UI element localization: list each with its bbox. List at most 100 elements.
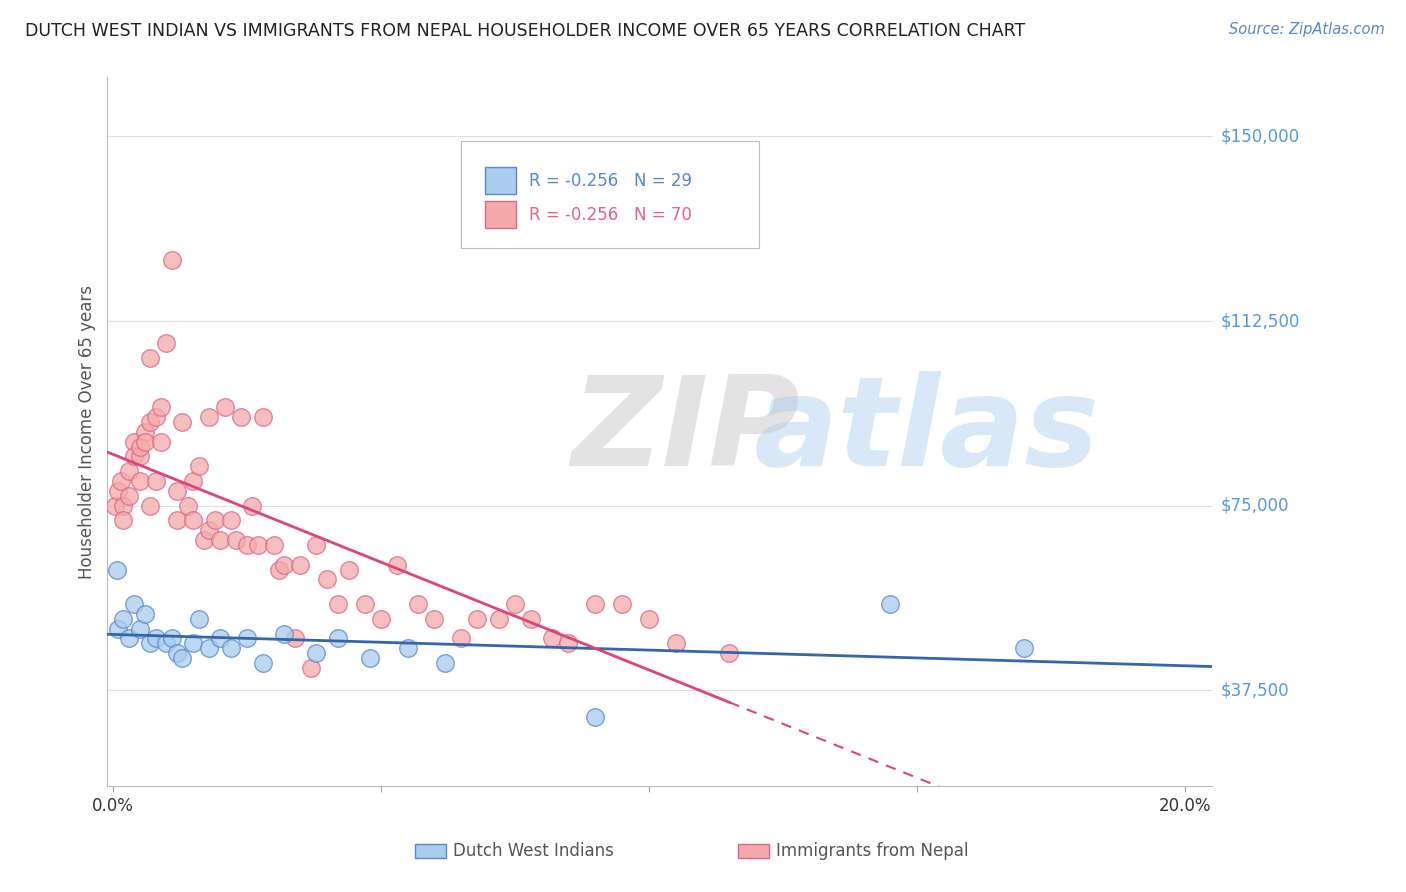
Point: [208, 533, 231, 547]
Point: [520, 612, 543, 626]
Point: [134, 434, 156, 449]
Point: [263, 538, 285, 552]
Point: [326, 632, 349, 646]
Point: [112, 513, 135, 527]
Point: [557, 636, 579, 650]
Point: [305, 646, 328, 660]
Point: [155, 336, 177, 351]
Point: [219, 513, 242, 527]
Point: [181, 636, 204, 650]
Point: [385, 558, 408, 572]
Point: [246, 538, 269, 552]
Point: [150, 434, 173, 449]
Point: [139, 636, 162, 650]
Text: $37,500: $37,500: [1220, 681, 1289, 699]
Point: [284, 632, 307, 646]
Bar: [485, 167, 516, 194]
Point: [181, 474, 204, 488]
Point: [145, 474, 167, 488]
Point: [160, 632, 183, 646]
Point: [198, 641, 221, 656]
Point: [150, 400, 173, 414]
Point: [172, 415, 194, 429]
Point: [240, 499, 263, 513]
Text: Immigrants from Nepal: Immigrants from Nepal: [776, 842, 969, 860]
Point: [118, 464, 141, 478]
Point: [128, 474, 150, 488]
Point: [408, 597, 430, 611]
Text: $75,000: $75,000: [1220, 497, 1289, 515]
Point: [718, 646, 741, 660]
Point: [273, 626, 295, 640]
Point: [252, 410, 274, 425]
Point: [118, 489, 141, 503]
Point: [122, 434, 145, 449]
FancyBboxPatch shape: [461, 141, 759, 247]
Bar: [485, 202, 516, 228]
Y-axis label: Householder Income Over 65 years: Householder Income Over 65 years: [79, 285, 96, 579]
Point: [105, 563, 128, 577]
Point: [610, 597, 633, 611]
Point: [134, 607, 156, 621]
Point: [104, 499, 127, 513]
Point: [879, 597, 901, 611]
Text: R = -0.256   N = 70: R = -0.256 N = 70: [529, 206, 692, 224]
Point: [107, 622, 129, 636]
Point: [139, 499, 162, 513]
Point: [122, 597, 145, 611]
Point: [208, 632, 231, 646]
Point: [193, 533, 215, 547]
Point: [231, 410, 253, 425]
Point: [122, 450, 145, 464]
Point: [467, 612, 489, 626]
Point: [139, 415, 162, 429]
Point: [139, 351, 162, 365]
Point: [128, 440, 150, 454]
Point: [423, 612, 446, 626]
Point: [112, 499, 135, 513]
Point: [128, 450, 150, 464]
Point: [166, 646, 188, 660]
Point: [638, 612, 661, 626]
Text: Source: ZipAtlas.com: Source: ZipAtlas.com: [1229, 22, 1385, 37]
Point: [305, 538, 328, 552]
Point: [225, 533, 247, 547]
Point: [110, 474, 132, 488]
Point: [198, 410, 221, 425]
Point: [187, 459, 209, 474]
Text: R = -0.256   N = 29: R = -0.256 N = 29: [529, 171, 692, 190]
Text: DUTCH WEST INDIAN VS IMMIGRANTS FROM NEPAL HOUSEHOLDER INCOME OVER 65 YEARS CORR: DUTCH WEST INDIAN VS IMMIGRANTS FROM NEP…: [25, 22, 1025, 40]
Point: [145, 410, 167, 425]
Point: [145, 632, 167, 646]
Point: [665, 636, 688, 650]
Point: [166, 483, 188, 498]
Point: [273, 558, 295, 572]
Point: [112, 612, 135, 626]
Point: [396, 641, 419, 656]
Point: [107, 483, 129, 498]
Point: [219, 641, 242, 656]
Point: [160, 252, 183, 267]
Text: $150,000: $150,000: [1220, 128, 1299, 145]
Point: [370, 612, 392, 626]
Point: [252, 656, 274, 670]
Point: [353, 597, 375, 611]
Point: [236, 632, 259, 646]
Point: [583, 710, 606, 724]
Text: Dutch West Indians: Dutch West Indians: [453, 842, 613, 860]
Point: [118, 632, 141, 646]
Point: [236, 538, 259, 552]
Point: [434, 656, 457, 670]
Point: [134, 425, 156, 439]
Point: [541, 632, 564, 646]
Point: [128, 622, 150, 636]
Text: $112,500: $112,500: [1220, 312, 1299, 330]
Point: [337, 563, 360, 577]
Point: [503, 597, 526, 611]
Point: [316, 573, 339, 587]
Point: [155, 636, 177, 650]
Point: [204, 513, 226, 527]
Point: [359, 651, 381, 665]
Point: [166, 513, 188, 527]
Point: [198, 523, 221, 537]
